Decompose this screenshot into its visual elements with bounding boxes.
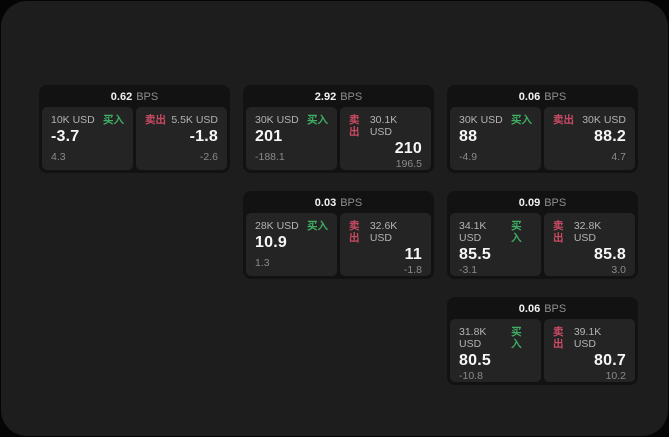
sell-panel[interactable]: 卖出 32.8K USD 85.8 3.0 <box>544 213 635 276</box>
buy-secondary-value: 1.3 <box>255 257 270 270</box>
sell-panel[interactable]: 卖出 30K USD 88.2 4.7 <box>544 107 635 170</box>
bps-header: 0.09 BPS <box>450 194 635 213</box>
buy-panel[interactable]: 30K USD 买入 88 -4.9 <box>450 107 541 170</box>
buy-amount: 10K USD <box>51 114 95 126</box>
buy-amount: 30K USD <box>459 114 503 126</box>
sell-amount: 32.6K USD <box>369 220 398 245</box>
buy-label: 买入 <box>511 326 522 351</box>
buy-secondary-value: -10.8 <box>459 369 483 382</box>
sell-secondary-value: 196.5 <box>395 157 422 170</box>
sell-amount: 30K USD <box>582 114 626 126</box>
buy-panel[interactable]: 34.1K USD 买入 85.5 -3.1 <box>450 213 541 276</box>
sell-label: 卖出 <box>349 114 360 139</box>
buy-sell-panels: 34.1K USD 买入 85.5 -3.1 卖出 32.8K USD 85.8… <box>450 213 635 276</box>
sell-price: 85.8 <box>594 246 626 264</box>
sell-price: -1.8 <box>189 128 218 146</box>
buy-sell-panels: 28K USD 买入 10.9 1.3 卖出 32.6K USD 11 -1.8 <box>246 213 431 276</box>
bps-value: 0.62 <box>110 91 133 103</box>
quote-card: 0.09 BPS 34.1K USD 买入 85.5 -3.1 卖出 32.8K… <box>447 191 638 279</box>
sell-panel[interactable]: 卖出 32.6K USD 11 -1.8 <box>340 213 431 276</box>
sell-panel[interactable]: 卖出 30.1K USD 210 196.5 <box>340 107 431 170</box>
bps-header: 0.62 BPS <box>42 88 227 107</box>
quote-card: 0.03 BPS 28K USD 买入 10.9 1.3 卖出 32.6K US… <box>243 191 434 279</box>
sell-price: 88.2 <box>594 128 626 146</box>
quote-card: 2.92 BPS 30K USD 买入 201 -188.1 卖出 30.1K … <box>243 85 434 173</box>
buy-price: 80.5 <box>459 352 491 370</box>
sell-secondary-value: -1.8 <box>403 263 422 276</box>
sell-amount: 39.1K USD <box>573 326 602 351</box>
sell-amount: 32.8K USD <box>573 220 602 245</box>
buy-secondary-value: -4.9 <box>459 151 478 164</box>
quote-card: 0.06 BPS 30K USD 买入 88 -4.9 卖出 30K USD <box>447 85 638 173</box>
buy-sell-panels: 30K USD 买入 88 -4.9 卖出 30K USD 88.2 4.7 <box>450 107 635 170</box>
bps-header: 0.03 BPS <box>246 194 431 213</box>
buy-price: -3.7 <box>51 128 80 146</box>
sell-price: 11 <box>404 246 422 264</box>
buy-secondary-value: -3.1 <box>459 263 478 276</box>
sell-secondary-value: 10.2 <box>605 369 626 382</box>
buy-panel[interactable]: 31.8K USD 买入 80.5 -10.8 <box>450 319 541 382</box>
quote-card: 0.06 BPS 31.8K USD 买入 80.5 -10.8 卖出 39.1… <box>447 297 638 385</box>
sell-amount: 5.5K USD <box>171 114 218 126</box>
sell-label: 卖出 <box>553 220 564 245</box>
buy-sell-panels: 31.8K USD 买入 80.5 -10.8 卖出 39.1K USD 80.… <box>450 319 635 382</box>
buy-panel[interactable]: 30K USD 买入 201 -188.1 <box>246 107 337 170</box>
buy-panel[interactable]: 10K USD 买入 -3.7 4.3 <box>42 107 133 170</box>
buy-label: 买入 <box>307 114 328 126</box>
bps-value: 0.06 <box>518 303 541 315</box>
sell-panel[interactable]: 卖出 39.1K USD 80.7 10.2 <box>544 319 635 382</box>
sell-secondary-value: 4.7 <box>611 151 626 164</box>
bps-value: 2.92 <box>314 91 337 103</box>
bps-header: 0.06 BPS <box>450 88 635 107</box>
buy-amount: 31.8K USD <box>459 326 487 351</box>
buy-label: 买入 <box>307 220 328 232</box>
buy-price: 201 <box>255 128 283 146</box>
buy-price: 88 <box>459 128 478 146</box>
sell-price: 80.7 <box>594 352 626 370</box>
bps-unit-label: BPS <box>340 91 363 103</box>
sell-label: 卖出 <box>553 326 564 351</box>
quotes-grid: 0.62 BPS 10K USD 买入 -3.7 4.3 卖出 5.5K USD <box>39 85 638 385</box>
bps-header: 2.92 BPS <box>246 88 431 107</box>
buy-price: 10.9 <box>255 234 287 252</box>
buy-sell-panels: 30K USD 买入 201 -188.1 卖出 30.1K USD 210 1… <box>246 107 431 170</box>
buy-label: 买入 <box>511 114 532 126</box>
buy-price: 85.5 <box>459 246 491 264</box>
sell-secondary-value: 3.0 <box>611 263 626 276</box>
sell-secondary-value: -2.6 <box>199 151 218 164</box>
bps-value: 0.06 <box>518 91 541 103</box>
buy-panel[interactable]: 28K USD 买入 10.9 1.3 <box>246 213 337 276</box>
buy-amount: 34.1K USD <box>459 220 487 245</box>
bps-value: 0.03 <box>314 197 337 209</box>
bps-unit-label: BPS <box>544 303 567 315</box>
bps-unit-label: BPS <box>544 197 567 209</box>
quote-card: 0.62 BPS 10K USD 买入 -3.7 4.3 卖出 5.5K USD <box>39 85 230 173</box>
sell-panel[interactable]: 卖出 5.5K USD -1.8 -2.6 <box>136 107 227 170</box>
buy-sell-panels: 10K USD 买入 -3.7 4.3 卖出 5.5K USD -1.8 -2.… <box>42 107 227 170</box>
buy-label: 买入 <box>511 220 522 245</box>
bps-unit-label: BPS <box>136 91 159 103</box>
buy-amount: 28K USD <box>255 220 299 232</box>
buy-secondary-value: -188.1 <box>255 151 285 164</box>
sell-label: 卖出 <box>553 114 574 126</box>
buy-label: 买入 <box>103 114 124 126</box>
bps-header: 0.06 BPS <box>450 300 635 319</box>
bps-unit-label: BPS <box>544 91 567 103</box>
bps-unit-label: BPS <box>340 197 363 209</box>
sell-price: 210 <box>394 140 422 158</box>
sell-label: 卖出 <box>349 220 360 245</box>
buy-secondary-value: 4.3 <box>51 151 66 164</box>
bps-value: 0.09 <box>518 197 541 209</box>
buy-amount: 30K USD <box>255 114 299 126</box>
sell-label: 卖出 <box>145 114 166 126</box>
sell-amount: 30.1K USD <box>369 114 398 139</box>
